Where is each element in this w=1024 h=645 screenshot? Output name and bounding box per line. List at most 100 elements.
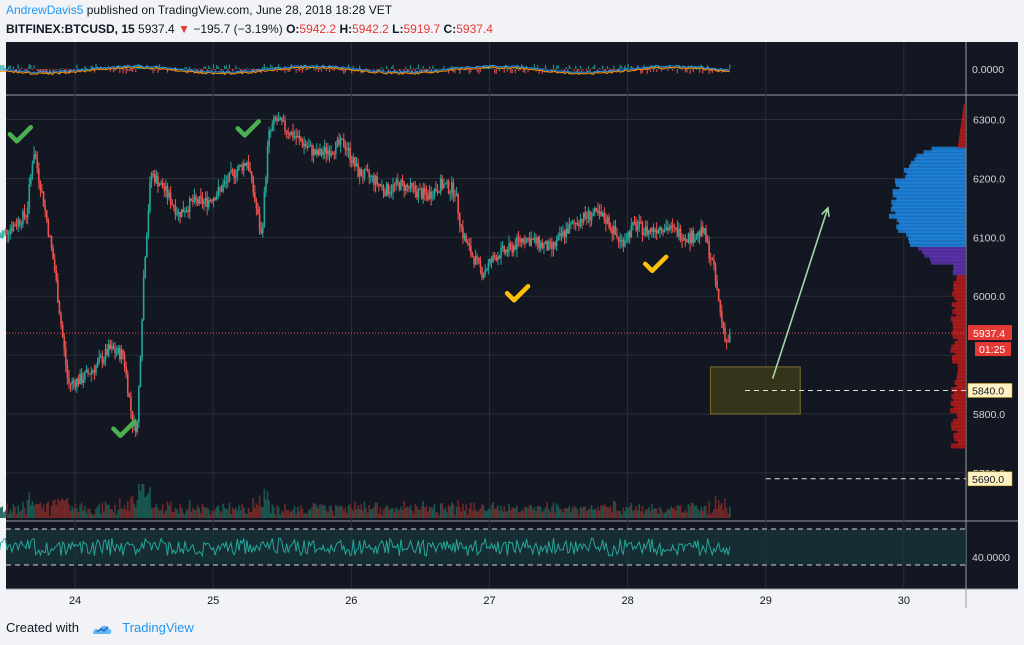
macd-histogram-bar <box>524 69 526 74</box>
volume-bar <box>180 508 183 518</box>
candle-body <box>438 191 440 193</box>
candle-body <box>352 157 355 164</box>
candle-body <box>638 221 641 227</box>
macd-histogram-bar <box>668 66 671 69</box>
volume-bar <box>61 498 64 518</box>
volume-profile-bar <box>952 418 966 424</box>
macd-histogram-bar <box>58 69 61 72</box>
candle-body <box>635 222 637 231</box>
volume-bar <box>489 509 491 518</box>
volume-bar <box>692 503 695 518</box>
volume-profile-bar <box>961 118 966 124</box>
volume-bar <box>179 504 181 518</box>
macd-histogram-bar <box>417 64 420 69</box>
candle-body <box>490 259 493 262</box>
volume-bar <box>7 513 10 518</box>
volume-bar <box>301 509 304 518</box>
macd-histogram-bar <box>295 69 297 73</box>
volume-bar <box>676 504 679 518</box>
volume-bar <box>185 510 188 518</box>
candle-body <box>357 163 359 177</box>
volume-bar <box>284 504 286 518</box>
macd-histogram-bar <box>692 69 694 73</box>
candle-body <box>632 222 634 226</box>
volume-bar <box>547 508 550 518</box>
volume-bar <box>360 504 363 518</box>
volume-bar <box>120 508 123 518</box>
candle-body <box>311 145 313 156</box>
candle-body <box>3 231 5 234</box>
volume-bar <box>516 505 518 518</box>
volume-bar <box>234 507 237 518</box>
tradingview-link[interactable]: TradingView <box>122 620 194 635</box>
candle-body <box>333 153 336 155</box>
macd-histogram-bar <box>454 69 456 74</box>
macd-histogram-bar <box>309 67 312 69</box>
candle-body <box>236 169 239 176</box>
volume-bar <box>269 513 272 518</box>
volume-bar <box>646 509 648 518</box>
candle-body <box>506 249 509 253</box>
macd-histogram-bar <box>270 64 272 69</box>
volume-bar <box>536 506 539 518</box>
macd-histogram-bar <box>444 69 447 70</box>
author-link[interactable]: AndrewDavis5 <box>6 3 84 17</box>
volume-bar <box>247 507 250 518</box>
candle-body <box>242 163 245 171</box>
macd-histogram-bar <box>581 69 583 73</box>
candle-body <box>344 146 347 150</box>
candle-body <box>160 182 162 185</box>
macd-histogram-bar <box>514 69 516 74</box>
volume-profile-bar <box>950 348 966 354</box>
candle-body <box>433 188 436 198</box>
candle-body <box>554 242 556 247</box>
volume-bar <box>422 501 425 518</box>
macd-histogram-bar <box>567 69 569 71</box>
volume-bar <box>438 515 440 518</box>
candle-body <box>471 254 474 257</box>
candle-body <box>4 229 7 232</box>
volume-bar <box>12 504 15 518</box>
candle-body <box>424 188 426 194</box>
volume-bar <box>254 507 256 518</box>
volume-bar <box>246 513 248 518</box>
candle-body <box>134 421 137 433</box>
macd-histogram-bar <box>729 64 731 69</box>
macd-histogram-bar <box>633 69 636 71</box>
candle-body <box>725 340 728 342</box>
volume-bar <box>152 508 154 518</box>
candle-body <box>458 213 461 226</box>
volume-bar <box>155 504 158 518</box>
volume-bar <box>667 508 669 518</box>
candle-body <box>168 192 170 198</box>
volume-profile-bar <box>953 280 966 286</box>
candle-body <box>12 224 15 231</box>
candle-body <box>252 176 255 193</box>
volume-profile-bar <box>952 333 966 339</box>
candle-body <box>257 208 259 214</box>
macd-histogram-bar <box>414 69 416 72</box>
volume-bar <box>80 502 83 518</box>
candle-body <box>139 357 142 387</box>
candle-body <box>331 152 334 154</box>
candle-body <box>30 174 32 185</box>
y-tick-label: 6000.0 <box>973 291 1005 303</box>
current-price-label-bg <box>968 325 1012 341</box>
macd-histogram-bar <box>228 64 231 69</box>
current-price-label: 5937.4 <box>973 328 1005 340</box>
volume-profile-bar <box>906 231 966 237</box>
candle-body <box>69 383 72 385</box>
candle-body <box>265 177 267 192</box>
macd-histogram-bar <box>130 69 132 71</box>
volume-bar <box>184 514 186 518</box>
volume-bar <box>724 498 726 518</box>
candle-body <box>420 189 423 199</box>
x-tick-label: 28 <box>621 595 633 607</box>
candle-body <box>308 146 310 148</box>
candle-body <box>23 211 26 217</box>
volume-profile-bar <box>953 326 966 332</box>
volume-bar <box>694 505 696 518</box>
macd-axis-label: 0.0000 <box>972 64 1004 76</box>
candle-body <box>142 277 145 321</box>
